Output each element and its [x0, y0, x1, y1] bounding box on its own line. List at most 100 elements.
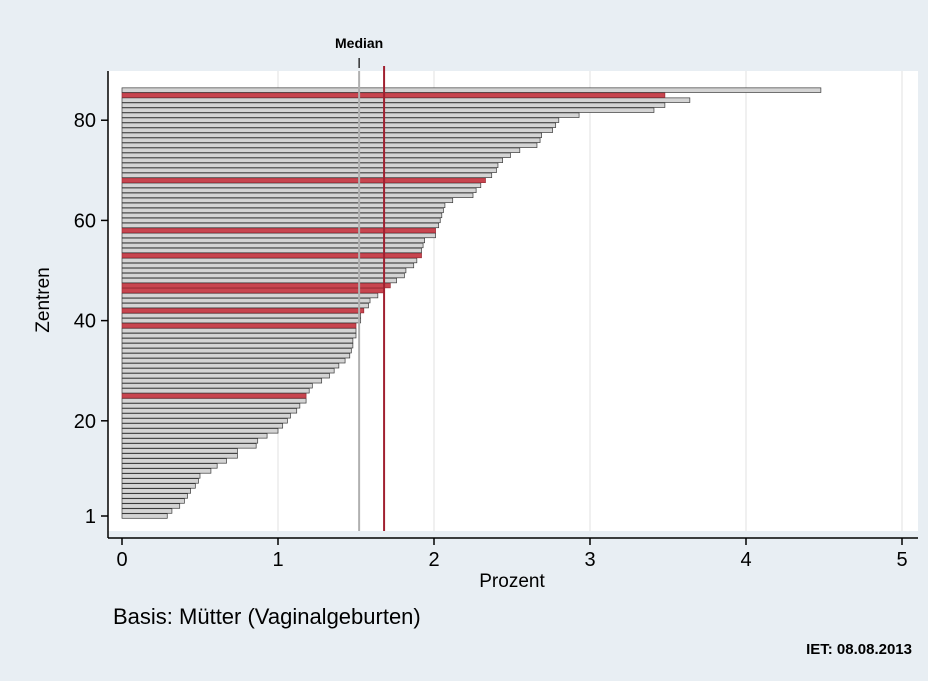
- y-tick-label: 40: [74, 311, 96, 333]
- bar: [121, 348, 352, 354]
- bar: [121, 262, 415, 269]
- bar: [121, 272, 405, 279]
- x-tick-label: 4: [740, 549, 751, 571]
- bar: [121, 358, 346, 364]
- x-tick-label: 2: [428, 549, 439, 571]
- bar: [121, 257, 418, 264]
- bar: [121, 378, 323, 384]
- bar: [121, 187, 477, 194]
- bar: [121, 438, 259, 444]
- bar: [121, 292, 379, 299]
- bar: [121, 503, 181, 509]
- bar: [121, 202, 446, 209]
- x-tick-label: 3: [584, 549, 595, 571]
- bar: [121, 302, 369, 309]
- y-tick-label: 1: [85, 506, 96, 528]
- x-tick-label: 0: [116, 549, 127, 571]
- bar: [121, 237, 425, 244]
- bar: [121, 142, 538, 148]
- bar-highlighted: [121, 307, 365, 314]
- bar: [121, 473, 201, 479]
- bar: [121, 197, 454, 204]
- bar: [121, 488, 191, 494]
- bar-highlighted: [121, 287, 385, 294]
- bar: [121, 137, 541, 143]
- bar: [121, 277, 397, 284]
- bar: [121, 317, 362, 324]
- bar: [121, 363, 340, 369]
- bar: [121, 147, 521, 153]
- bar: [121, 383, 313, 389]
- bar: [121, 468, 212, 474]
- x-axis-title: Prozent: [479, 571, 545, 592]
- bar: [121, 167, 497, 173]
- bar: [121, 122, 557, 128]
- bar-highlighted: [121, 322, 357, 329]
- bar: [121, 513, 168, 519]
- x-tick-label: 1: [272, 549, 283, 571]
- bar: [121, 463, 218, 469]
- bar: [121, 107, 655, 113]
- bar: [121, 207, 444, 214]
- bar: [121, 483, 196, 489]
- median-label: Median: [335, 35, 383, 51]
- bar: [121, 478, 199, 484]
- bar: [121, 297, 371, 304]
- bar: [121, 453, 238, 459]
- bar: [121, 368, 335, 374]
- bar: [121, 413, 291, 419]
- bar: [121, 312, 362, 319]
- bar: [121, 403, 301, 409]
- bar: [121, 343, 354, 349]
- bar: [121, 267, 407, 274]
- bar: [121, 152, 511, 158]
- bar: [121, 192, 474, 199]
- bar: [121, 87, 822, 93]
- source-date: IET: 08.08.2013: [806, 641, 912, 658]
- bar: [121, 398, 307, 404]
- y-axis-title: Zentren: [33, 267, 54, 332]
- bar: [121, 102, 666, 108]
- bar: [121, 428, 279, 434]
- bar: [121, 212, 443, 219]
- reference-lines: [358, 58, 386, 531]
- bar: [121, 353, 351, 359]
- bar: [121, 418, 288, 424]
- bar: [121, 172, 493, 178]
- x-tick-label: 5: [896, 549, 907, 571]
- y-tick-label: 80: [74, 110, 96, 132]
- bar: [121, 182, 482, 188]
- bar: [121, 327, 357, 334]
- bar: [121, 332, 357, 339]
- bar: [121, 408, 298, 414]
- y-tick-label: 20: [74, 411, 96, 433]
- bar-highlighted: [121, 92, 666, 98]
- bar: [121, 222, 440, 229]
- bar-highlighted: [121, 227, 436, 234]
- basis-footnote: Basis: Mütter (Vaginalgeburten): [113, 604, 421, 629]
- bar: [121, 162, 499, 168]
- bar-highlighted: [121, 177, 486, 183]
- bar: [121, 242, 424, 249]
- bar: [121, 498, 185, 504]
- y-tick-label: 60: [74, 210, 96, 232]
- bar: [121, 423, 284, 429]
- bar: [121, 112, 580, 118]
- bar: [121, 117, 560, 123]
- bar: [121, 373, 330, 379]
- bar: [121, 448, 238, 454]
- bar: [121, 157, 503, 163]
- bar-highlighted: [121, 252, 422, 259]
- bar: [121, 127, 553, 133]
- bar: [121, 247, 422, 254]
- bar: [121, 97, 691, 103]
- bar-highlighted: [121, 282, 391, 289]
- bar: [121, 217, 441, 224]
- bar: [121, 508, 173, 514]
- bar: [121, 493, 188, 499]
- bar: [121, 433, 268, 439]
- bar: [121, 132, 542, 138]
- bar: [121, 388, 310, 394]
